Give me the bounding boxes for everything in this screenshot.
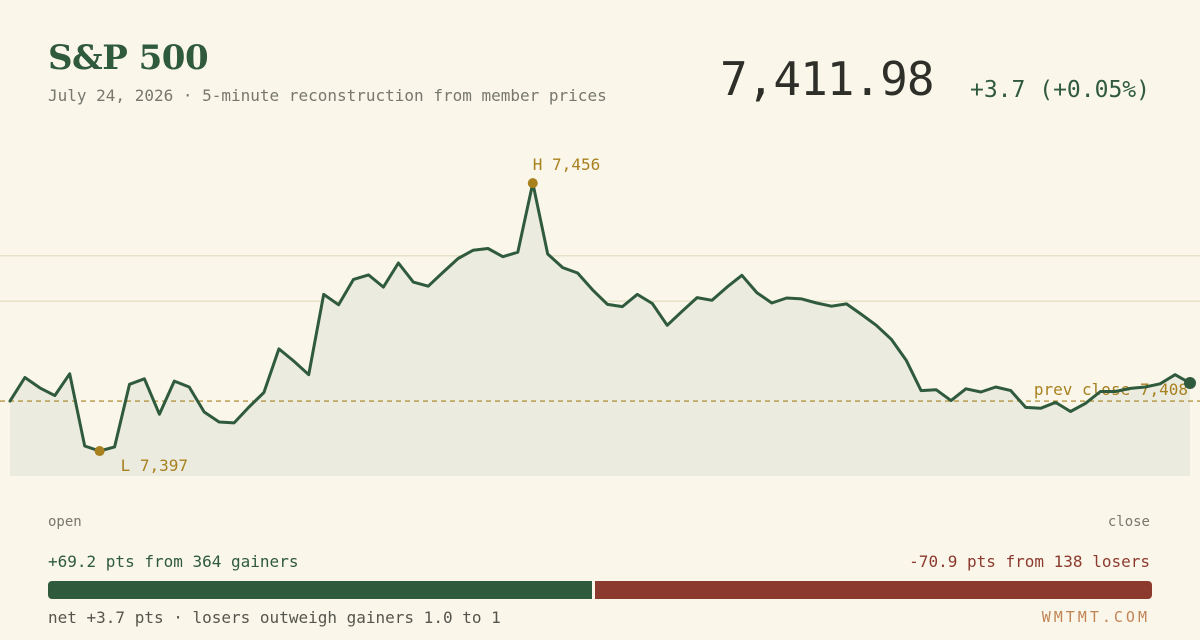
breadth-bar xyxy=(48,581,1152,599)
price-chart: prev close 7,408 H 7,456 L 7,397 xyxy=(0,155,1200,476)
x-axis-close-label: close xyxy=(1107,514,1150,530)
low-marker xyxy=(94,446,105,457)
last-price-marker xyxy=(1184,377,1196,390)
losers-bar-segment xyxy=(594,581,1152,599)
chart-subtitle: July 24, 2026 · 5-minute reconstruction … xyxy=(48,86,607,105)
breadth-bar-divider xyxy=(591,581,595,599)
losers-summary: -70.9 pts from 138 losers xyxy=(909,552,1150,571)
net-summary: net +3.7 pts · losers outweigh gainers 1… xyxy=(48,608,501,627)
chart-title: S&P 500 xyxy=(48,38,209,78)
price-change: +3.7 (+0.05%) xyxy=(969,77,1150,103)
brand-watermark: WMTMT.COM xyxy=(1041,608,1150,626)
low-label: L 7,397 xyxy=(121,456,188,475)
x-axis-open-label: open xyxy=(48,514,82,530)
current-price: 7,411.98 xyxy=(720,52,935,106)
price-area xyxy=(10,183,1190,476)
high-marker xyxy=(527,178,538,189)
gainers-summary: +69.2 pts from 364 gainers xyxy=(48,552,299,571)
price-line xyxy=(8,181,1192,453)
high-label: H 7,456 xyxy=(533,155,600,174)
gainers-bar-segment xyxy=(48,581,592,599)
prev-close-label: prev close 7,408 xyxy=(1034,380,1188,399)
